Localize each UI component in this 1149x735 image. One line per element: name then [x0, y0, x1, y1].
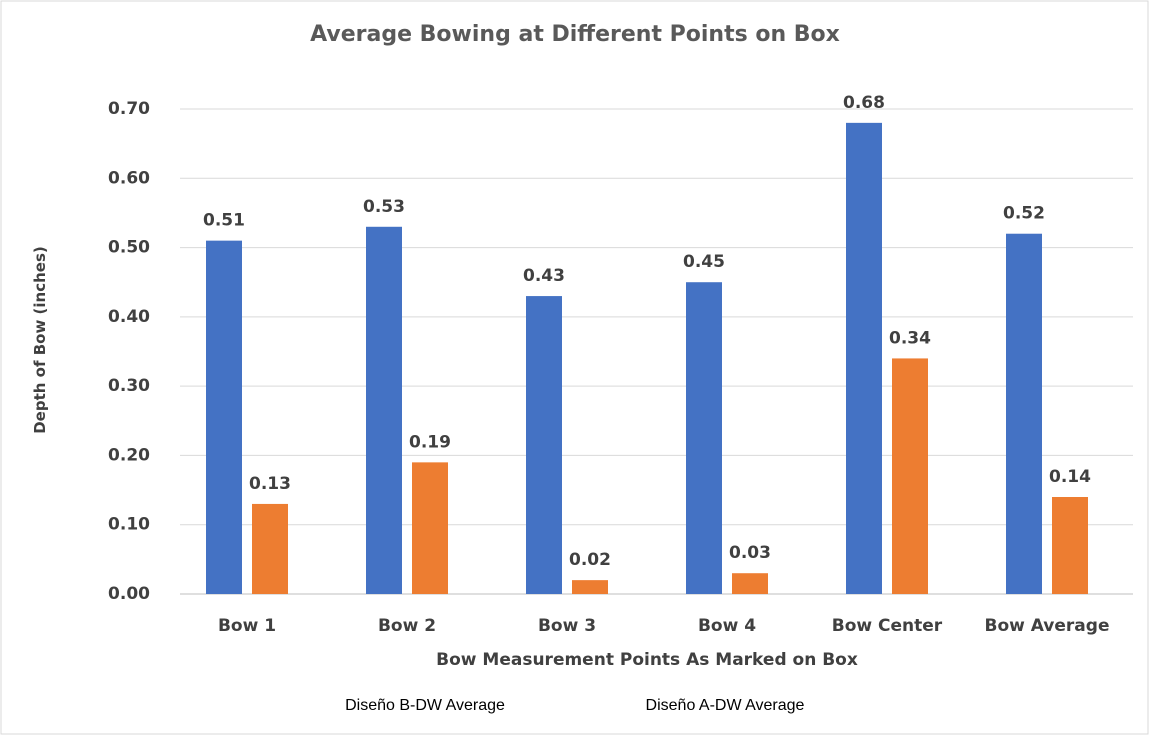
y-tick-label: 0.50 [108, 238, 150, 258]
bar [572, 580, 608, 594]
bar [846, 122, 882, 594]
value-label: 0.51 [203, 211, 245, 231]
bar [206, 240, 242, 594]
bar [526, 296, 562, 594]
bar [1006, 233, 1042, 594]
x-tick-label: Bow 2 [378, 616, 436, 636]
value-label: 0.14 [1049, 467, 1091, 487]
bar [892, 358, 928, 594]
x-axis-title: Bow Measurement Points As Marked on Box [436, 650, 858, 670]
bar [732, 573, 768, 594]
value-label: 0.45 [683, 252, 725, 272]
value-label: 0.52 [1003, 204, 1045, 224]
bar [686, 282, 722, 594]
value-label: 0.03 [729, 543, 771, 563]
x-tick-label: Bow 1 [218, 616, 276, 636]
x-tick-label: Bow Center [832, 616, 943, 636]
bar [366, 226, 402, 595]
value-label: 0.53 [363, 197, 405, 217]
bar [412, 462, 448, 594]
y-tick-label: 0.10 [108, 515, 150, 535]
value-label: 0.34 [889, 328, 931, 348]
bar [1052, 497, 1088, 594]
y-tick-label: 0.30 [108, 376, 150, 396]
value-label: 0.02 [569, 550, 611, 570]
chart-title: Average Bowing at Different Points on Bo… [310, 22, 840, 47]
legend-label: Diseño B-DW Average [345, 697, 505, 714]
value-label: 0.13 [249, 474, 291, 494]
x-tick-label: Bow 3 [538, 616, 596, 636]
x-tick-label: Bow 4 [698, 616, 756, 636]
value-label: 0.68 [843, 93, 885, 113]
y-tick-label: 0.70 [108, 99, 150, 119]
value-label: 0.43 [523, 266, 565, 286]
value-label: 0.19 [409, 432, 451, 452]
y-tick-label: 0.20 [108, 445, 150, 465]
y-tick-label: 0.60 [108, 168, 150, 188]
bar [252, 503, 288, 594]
y-axis-title: Depth of Bow (inches) [31, 246, 49, 434]
x-tick-label: Bow Average [985, 616, 1110, 636]
legend-label: Diseño A-DW Average [646, 697, 805, 714]
y-tick-label: 0.00 [108, 584, 150, 604]
y-tick-label: 0.40 [108, 307, 150, 327]
